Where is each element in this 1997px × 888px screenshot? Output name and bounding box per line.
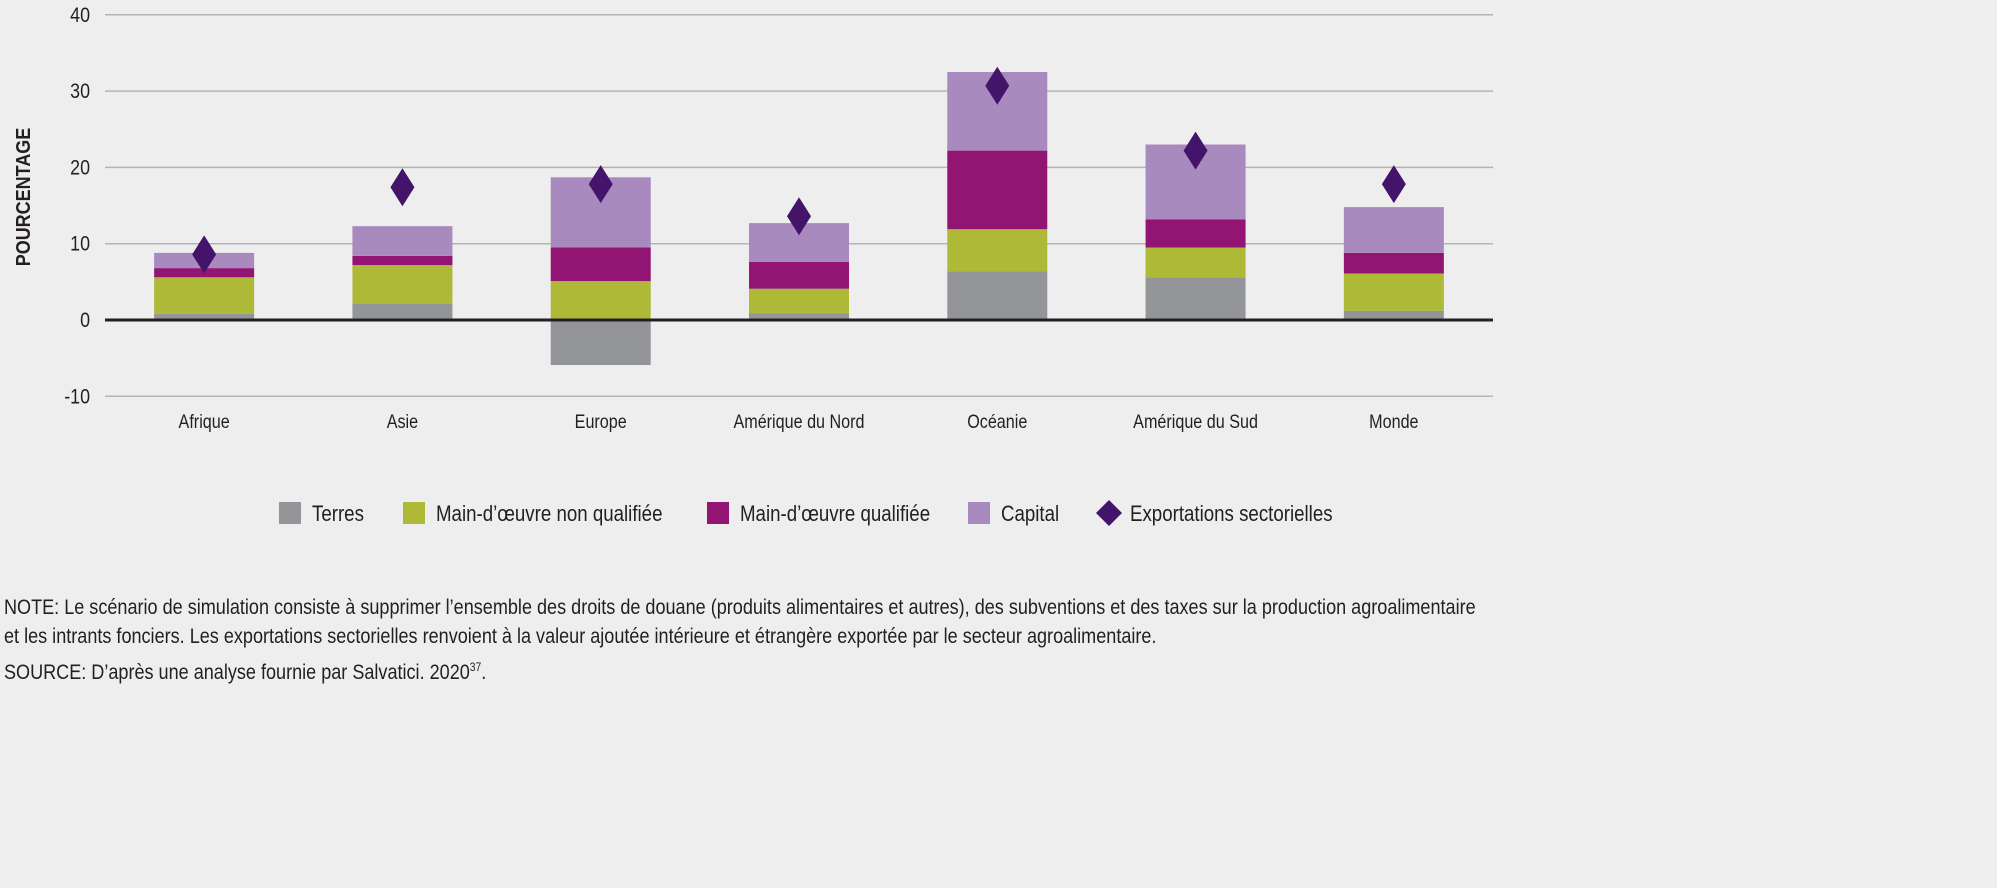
bar-segment bbox=[749, 313, 849, 320]
bar-segment bbox=[1343, 310, 1444, 320]
bar-segment bbox=[352, 303, 453, 320]
export-marker bbox=[1183, 131, 1208, 170]
y-tick-label: 30 bbox=[70, 80, 90, 104]
source-reference: 37 bbox=[469, 660, 482, 674]
bar-segment bbox=[1343, 207, 1444, 253]
export-marker bbox=[985, 66, 1010, 105]
bar-segment bbox=[1343, 252, 1444, 274]
x-tick-label: Asie bbox=[387, 411, 419, 433]
note-line-2: et les intrants fonciers. Les exportatio… bbox=[4, 625, 1157, 648]
note-line-1: NOTE: Le scénario de simulation consiste… bbox=[4, 596, 1476, 619]
x-tick-label: Afrique bbox=[179, 411, 230, 433]
bar-segment bbox=[550, 320, 651, 366]
bar-segment bbox=[550, 247, 651, 282]
export-marker bbox=[192, 235, 217, 274]
y-tick-label: 10 bbox=[70, 232, 90, 256]
legend-label: Capital bbox=[1001, 503, 1059, 527]
bar-segment bbox=[1145, 247, 1246, 278]
bar-segment bbox=[154, 277, 255, 314]
export-marker bbox=[390, 168, 415, 207]
legend-swatch bbox=[279, 502, 301, 524]
y-tick-label: 40 bbox=[70, 3, 90, 27]
export-marker bbox=[787, 197, 811, 236]
export-marker bbox=[588, 165, 613, 204]
legend-swatch bbox=[403, 502, 425, 524]
source-line: SOURCE: D’après une analyse fournie par … bbox=[4, 653, 486, 687]
bar-segment bbox=[352, 255, 453, 266]
legend-marker-diamond bbox=[1096, 500, 1122, 526]
legend-label: Terres bbox=[312, 503, 364, 527]
source-text: SOURCE: D’après une analyse fournie par … bbox=[4, 661, 470, 684]
bar-segment bbox=[352, 226, 453, 256]
legend-label: Main-d’œuvre non qualifiée bbox=[436, 503, 662, 527]
legend-label: Main-d’œuvre qualifiée bbox=[740, 503, 930, 527]
x-tick-label: Amérique du Sud bbox=[1133, 411, 1258, 433]
bar-segment bbox=[749, 262, 849, 289]
bar-segment bbox=[352, 265, 453, 304]
y-tick-label: -10 bbox=[64, 385, 90, 409]
legend-label: Exportations sectorielles bbox=[1130, 503, 1333, 527]
bar-segment bbox=[1145, 219, 1246, 248]
bar-segment bbox=[1145, 277, 1246, 320]
bar-segment bbox=[947, 271, 1048, 320]
source-end: . bbox=[481, 661, 487, 684]
bar-segment bbox=[1343, 273, 1444, 311]
legend-swatch bbox=[707, 502, 729, 524]
y-tick-label: 20 bbox=[70, 156, 90, 180]
bar-segment bbox=[749, 288, 849, 314]
x-tick-label: Monde bbox=[1369, 411, 1419, 433]
x-tick-label: Amérique du Nord bbox=[733, 411, 864, 433]
stacked-bar-chart: -10 0 10 20 30 40 POURCENTAGE Afrique Asie Europe… bbox=[13, 3, 1493, 527]
legend-swatch bbox=[968, 502, 990, 524]
bar-segment bbox=[947, 229, 1048, 272]
export-marker bbox=[1381, 165, 1406, 204]
bar-segment bbox=[154, 313, 255, 320]
x-tick-label: Océanie bbox=[967, 411, 1027, 433]
y-tick-label: 0 bbox=[80, 309, 90, 333]
bar-segment bbox=[550, 281, 651, 320]
y-axis-label: POURCENTAGE bbox=[13, 128, 35, 267]
x-tick-label: Europe bbox=[575, 411, 627, 433]
bar-segment bbox=[947, 150, 1048, 230]
